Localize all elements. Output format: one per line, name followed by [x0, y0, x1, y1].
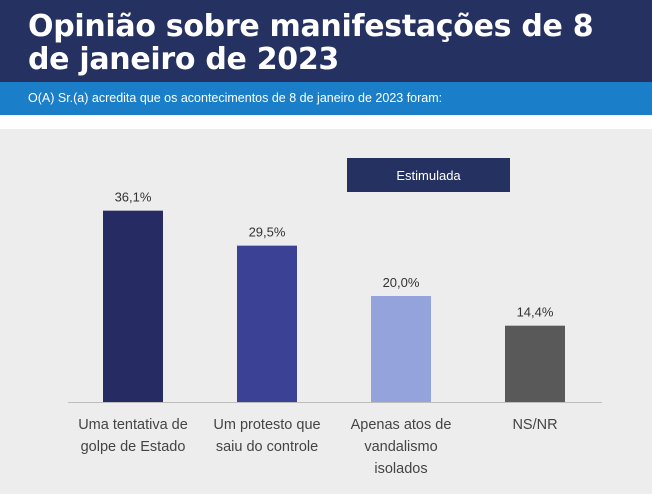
page-title: Opinião sobre manifestações de 8 de jane…	[28, 9, 594, 77]
legend-badge: Estimulada	[347, 158, 510, 192]
question-text: O(A) Sr.(a) acredita que os aconteciment…	[28, 91, 443, 105]
header-bar: Opinião sobre manifestações de 8 de jane…	[0, 0, 652, 82]
category-label-2: Um protesto que saiu do controle	[213, 417, 321, 455]
category-label-3: Apenas atos de vandalismo isolados	[350, 417, 452, 477]
value-label-1: 36,1%	[115, 190, 152, 205]
value-label-2: 29,5%	[249, 225, 286, 240]
value-label-3: 20,0%	[383, 275, 420, 290]
bar-1	[103, 210, 163, 402]
bar-3	[371, 296, 431, 402]
value-label-4: 14,4%	[517, 305, 554, 320]
category-label-1: Uma tentativa de golpe de Estado	[78, 417, 188, 455]
bar-2	[237, 245, 297, 402]
subtitle-bar: O(A) Sr.(a) acredita que os aconteciment…	[0, 82, 652, 115]
category-label-4: NS/NR	[512, 417, 558, 433]
bar-4	[505, 325, 565, 402]
